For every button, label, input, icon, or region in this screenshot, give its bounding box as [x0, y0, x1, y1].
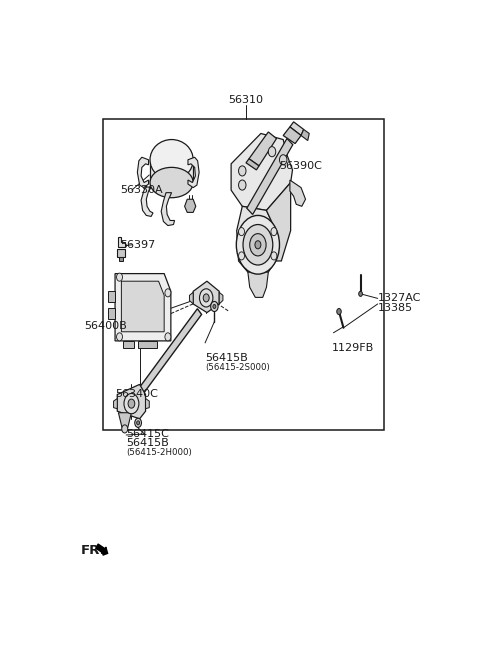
Polygon shape: [117, 249, 125, 257]
Circle shape: [271, 227, 277, 236]
Polygon shape: [266, 183, 290, 261]
Polygon shape: [132, 309, 202, 403]
Polygon shape: [231, 133, 292, 210]
Circle shape: [271, 252, 277, 260]
Polygon shape: [145, 399, 149, 409]
Polygon shape: [248, 272, 268, 298]
Polygon shape: [150, 160, 193, 183]
Circle shape: [337, 309, 341, 315]
Polygon shape: [185, 199, 196, 212]
Circle shape: [359, 291, 362, 296]
Text: 56415C: 56415C: [126, 429, 169, 439]
Polygon shape: [283, 127, 301, 144]
Text: 56415B: 56415B: [205, 353, 248, 363]
Polygon shape: [119, 257, 123, 261]
Circle shape: [165, 333, 171, 341]
Text: 56340C: 56340C: [115, 388, 158, 399]
Circle shape: [165, 289, 171, 297]
Polygon shape: [141, 187, 153, 216]
Text: (56415-2H000): (56415-2H000): [126, 447, 192, 457]
Polygon shape: [108, 291, 115, 302]
Circle shape: [239, 180, 246, 190]
Circle shape: [239, 252, 244, 260]
Text: 56390C: 56390C: [279, 161, 323, 171]
Polygon shape: [219, 292, 223, 304]
Circle shape: [268, 147, 276, 157]
Polygon shape: [138, 341, 156, 348]
Ellipse shape: [150, 168, 193, 198]
Polygon shape: [161, 193, 175, 225]
Circle shape: [135, 419, 142, 428]
Bar: [103, 120, 384, 430]
Polygon shape: [290, 180, 305, 206]
Text: 13385: 13385: [378, 302, 413, 313]
Circle shape: [213, 304, 216, 309]
Text: 56397: 56397: [120, 240, 156, 250]
Polygon shape: [190, 292, 193, 304]
Circle shape: [250, 234, 266, 256]
Polygon shape: [237, 206, 276, 272]
Circle shape: [128, 399, 135, 408]
Polygon shape: [247, 139, 293, 214]
Circle shape: [239, 166, 246, 176]
Polygon shape: [290, 122, 304, 135]
Circle shape: [243, 225, 273, 265]
Circle shape: [236, 215, 279, 274]
Polygon shape: [117, 384, 145, 419]
Polygon shape: [188, 157, 199, 188]
Polygon shape: [249, 132, 276, 166]
Text: 1327AC: 1327AC: [378, 294, 421, 304]
Text: 1129FB: 1129FB: [332, 343, 374, 353]
Circle shape: [203, 294, 209, 302]
Circle shape: [239, 227, 244, 236]
Circle shape: [279, 155, 287, 165]
Polygon shape: [108, 307, 115, 319]
Polygon shape: [193, 281, 219, 313]
Polygon shape: [121, 281, 164, 332]
Circle shape: [122, 425, 128, 433]
Circle shape: [117, 273, 122, 281]
Polygon shape: [246, 159, 259, 170]
Text: (56415-2S000): (56415-2S000): [205, 363, 270, 372]
FancyArrow shape: [96, 544, 108, 555]
Polygon shape: [123, 341, 134, 348]
Circle shape: [200, 289, 213, 307]
Polygon shape: [301, 129, 309, 141]
Polygon shape: [114, 399, 117, 409]
Text: 56310: 56310: [228, 95, 264, 105]
Polygon shape: [137, 157, 148, 188]
Polygon shape: [119, 413, 132, 428]
Text: FR.: FR.: [81, 545, 105, 557]
Circle shape: [137, 421, 140, 425]
Text: 56415B: 56415B: [126, 438, 169, 448]
Ellipse shape: [150, 139, 193, 180]
Circle shape: [124, 394, 139, 414]
Polygon shape: [115, 273, 171, 341]
Text: 56330A: 56330A: [120, 185, 163, 195]
Circle shape: [211, 302, 218, 311]
Polygon shape: [118, 237, 125, 247]
Text: 56400B: 56400B: [84, 321, 127, 330]
Circle shape: [117, 333, 122, 341]
Circle shape: [255, 240, 261, 249]
